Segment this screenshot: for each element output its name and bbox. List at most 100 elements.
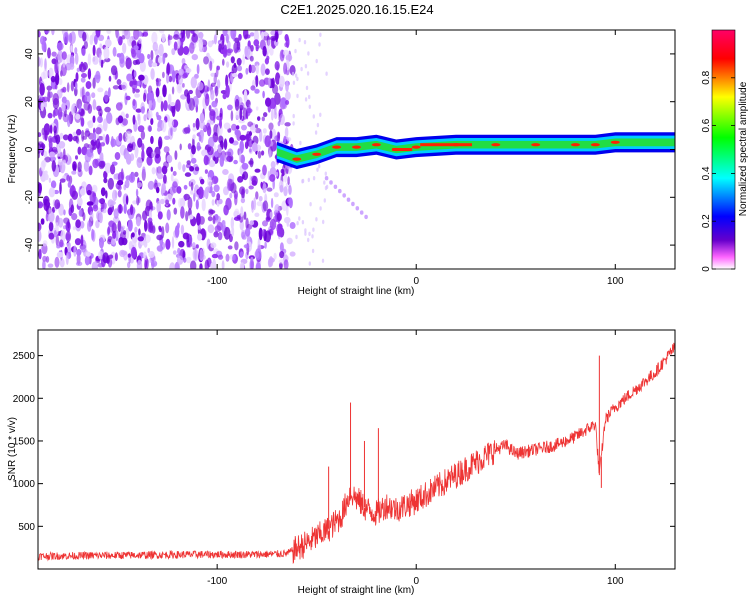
noise-speck — [170, 173, 174, 182]
noise-speck — [54, 256, 60, 268]
noise-speck — [245, 188, 249, 195]
noise-speck — [136, 195, 140, 206]
noise-speck — [82, 212, 86, 222]
noise-speck — [285, 80, 289, 92]
noise-speck — [205, 93, 209, 100]
noise-speck — [61, 51, 67, 60]
colorbar-frame — [711, 29, 736, 270]
noise-speck — [247, 46, 251, 56]
noise-speck — [48, 187, 56, 198]
noise-speck — [162, 71, 165, 79]
noise-speck — [138, 74, 145, 81]
noise-speck — [249, 148, 252, 153]
noise-speck — [40, 218, 45, 225]
noise-speck — [84, 255, 90, 266]
noise-speck — [182, 83, 185, 88]
noise-speck — [143, 240, 148, 248]
noise-speck — [121, 35, 126, 40]
noise-speck — [171, 86, 175, 95]
noise-speck — [306, 71, 310, 76]
noise-speck — [86, 189, 92, 196]
noise-speck — [223, 122, 231, 130]
y-tick-label: 20 — [24, 96, 35, 108]
noise-speck — [57, 107, 63, 120]
noise-speck — [157, 172, 164, 180]
noise-speck — [58, 141, 66, 149]
noise-speck — [230, 217, 234, 230]
noise-speck — [137, 113, 141, 126]
noise-speck — [208, 208, 214, 216]
noise-speck — [292, 80, 296, 86]
noise-speck — [132, 59, 138, 66]
noise-speck — [147, 53, 151, 60]
noise-speck — [135, 108, 142, 113]
noise-speck — [149, 221, 154, 234]
noise-speck — [191, 144, 196, 155]
noise-speck — [197, 233, 203, 241]
y-tick-label: 40 — [24, 48, 35, 60]
noise-speck — [86, 149, 94, 158]
noise-speck — [106, 112, 113, 124]
noise-speck — [74, 47, 78, 55]
noise-speck — [312, 227, 315, 232]
noise-speck — [49, 156, 56, 162]
noise-speck — [213, 184, 220, 193]
noise-speck — [288, 197, 293, 209]
noise-speck — [59, 181, 62, 195]
noise-speck — [104, 162, 112, 174]
noise-speck — [97, 262, 104, 268]
noise-speck — [219, 113, 222, 118]
noise-speck — [225, 49, 232, 56]
noise-speck — [148, 97, 152, 110]
noise-speck — [163, 161, 169, 169]
y-tick-label: 2500 — [13, 351, 36, 362]
noise-speck — [134, 93, 141, 98]
noise-speck — [242, 155, 245, 164]
noise-speck — [82, 135, 88, 140]
noise-speck — [151, 31, 158, 45]
noise-speck — [204, 259, 210, 269]
noise-speck — [245, 108, 253, 114]
noise-speck — [319, 112, 322, 118]
noise-speck — [183, 257, 187, 263]
noise-speck — [268, 150, 272, 159]
noise-speck — [91, 261, 99, 269]
noise-speck — [77, 146, 82, 155]
noise-speck — [324, 176, 329, 181]
noise-speck — [210, 82, 216, 88]
noise-speck — [210, 72, 216, 77]
noise-speck — [211, 199, 215, 206]
noise-speck — [137, 125, 145, 133]
noise-speck — [223, 226, 231, 240]
noise-speck — [147, 109, 153, 120]
noise-speck — [51, 206, 56, 214]
noise-speck — [62, 159, 66, 166]
noise-speck — [255, 75, 259, 88]
noise-speck — [234, 98, 240, 111]
noise-speck — [180, 224, 185, 235]
noise-speck — [83, 41, 88, 50]
noise-speck — [229, 192, 233, 199]
noise-speck — [198, 31, 204, 39]
noise-speck — [114, 252, 118, 262]
noise-speck — [258, 79, 266, 87]
noise-speck — [177, 161, 182, 171]
noise-speck — [105, 134, 110, 145]
echo-peak — [491, 143, 501, 147]
noise-speck — [125, 153, 132, 165]
noise-speck — [45, 256, 50, 263]
noise-speck — [132, 200, 138, 205]
noise-speck — [47, 47, 51, 59]
noise-speck — [244, 141, 249, 150]
noise-speck — [307, 51, 310, 56]
echo-peak — [610, 140, 620, 144]
noise-speck — [296, 93, 299, 99]
noise-speck — [166, 154, 173, 164]
noise-speck — [186, 160, 191, 165]
noise-speck — [117, 115, 124, 124]
noise-speck — [262, 220, 268, 227]
noise-speck — [95, 220, 100, 229]
noise-speck — [71, 213, 78, 221]
noise-speck — [230, 110, 234, 122]
noise-speck — [81, 73, 87, 78]
